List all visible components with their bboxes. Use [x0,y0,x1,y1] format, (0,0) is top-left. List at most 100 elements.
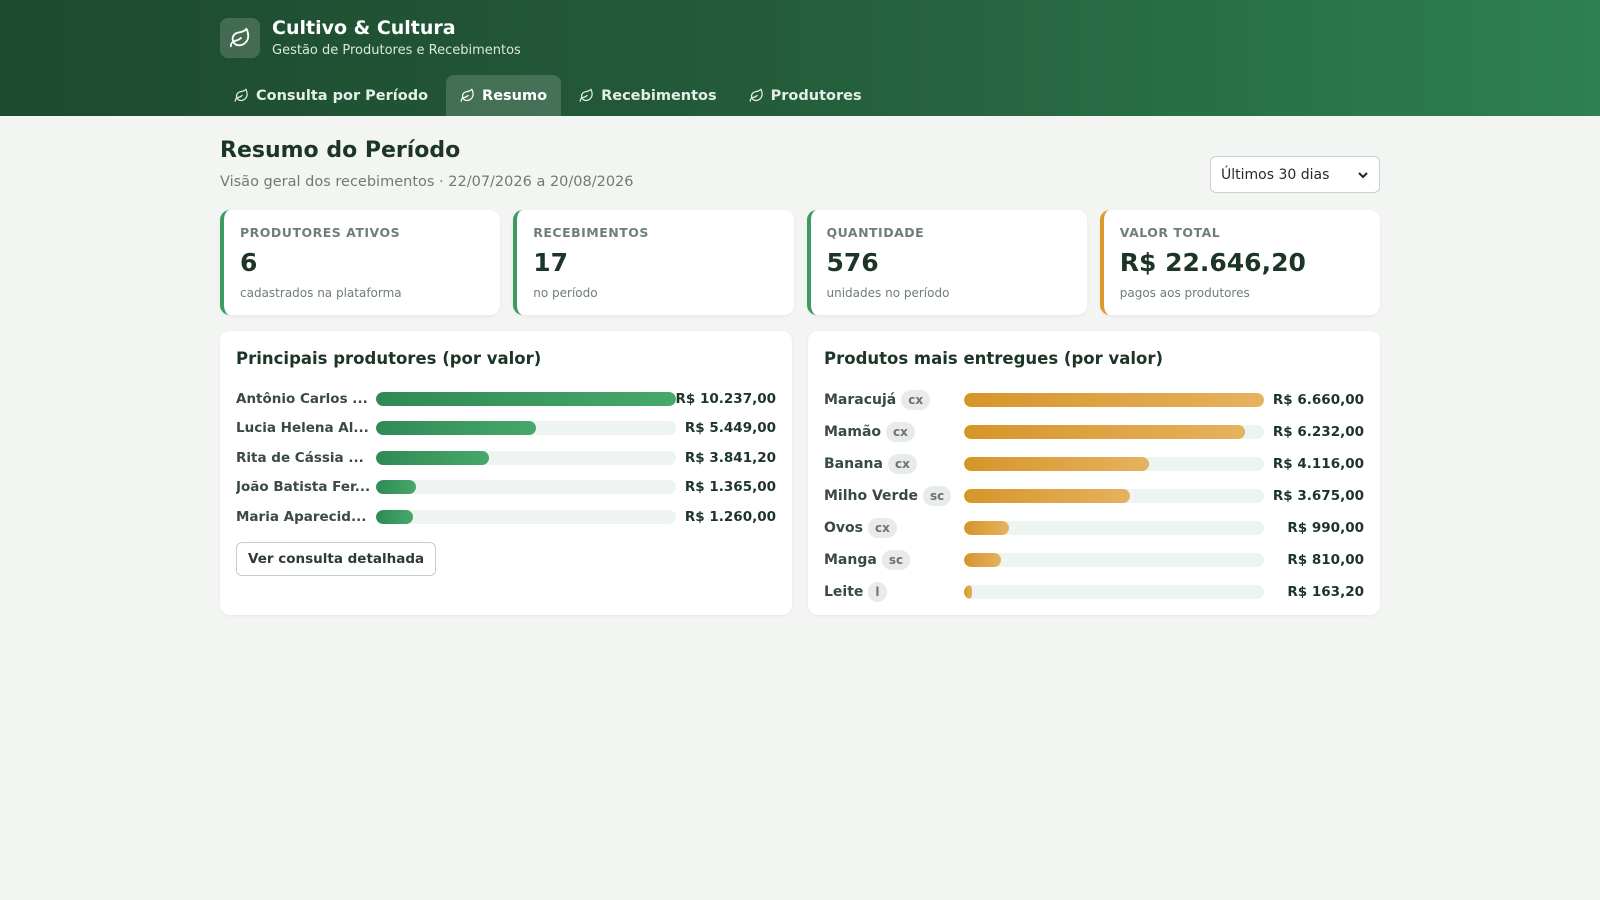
unit-badge: cx [887,454,917,474]
product-value: R$ 810,00 [1287,552,1364,568]
stat-note: no período [533,286,598,300]
product-value: R$ 990,00 [1287,520,1364,536]
producer-bar [376,450,489,465]
product-bar-track [964,553,1264,567]
leaf-icon [579,88,601,103]
producer-bar [375,391,676,406]
main-nav: Consulta por Período Resumo Recebimentos Pr… [220,75,880,116]
producer-name: Rita de Cássia ... [236,449,364,466]
chevron-down-icon [1358,171,1368,178]
product-bar-track [964,585,1264,599]
leaf-icon [460,88,482,103]
nav-tab-consulta-por-per-odo[interactable]: Consulta por Período [220,75,442,116]
brand: Cultivo & Cultura Gestão de Produtores e… [220,17,521,58]
nav-tab-label: Produtores [770,87,862,104]
stat-value: R$ 22.646,20 [1119,248,1306,277]
stat-card: QUANTIDADE 576 unidades no período [806,210,1087,315]
stat-card: RECEBIMENTOS 17 no período [513,210,794,315]
nav-tab-produtores[interactable]: Produtores [735,75,876,116]
product-bar-track [964,393,1264,407]
producer-value: R$ 5.449,00 [684,420,776,437]
producer-bar-track [376,480,676,495]
product-name: Mamão [824,424,882,440]
product-value: R$ 6.232,00 [1272,424,1364,440]
product-row: Maracujá cx R$ 6.660,00 [824,384,1364,416]
unit-badge: cx [867,518,897,538]
producer-row: Maria Aparecid... R$ 1.260,00 [236,502,776,532]
nav-tab-label: Consulta por Período [256,87,429,104]
stat-note: cadastrados na plataforma [240,286,402,300]
product-name: Milho Verde [824,488,918,504]
main-content: Resumo do Período Visão geral dos recebi… [220,116,1380,615]
leaf-icon [749,88,771,103]
product-name: Ovos [824,520,863,536]
producer-bar-track [376,450,676,465]
producer-value: R$ 1.260,00 [684,508,776,525]
product-bar-track [964,489,1264,503]
top-products-card: Produtos mais entregues (por valor) Mara… [808,331,1380,615]
product-bar [964,585,972,599]
nav-tab-resumo[interactable]: Resumo [446,75,562,116]
nav-tab-recebimentos[interactable]: Recebimentos [565,75,731,116]
product-row: Mamão cx R$ 6.232,00 [824,416,1364,448]
product-bar [964,393,1264,407]
product-bar [964,489,1130,503]
page-subtitle: Visão geral dos recebimentos · 22/07/202… [220,174,634,190]
product-row: Banana cx R$ 4.116,00 [824,448,1364,480]
producer-value: R$ 10.237,00 [675,390,777,407]
stat-label: RECEBIMENTOS [533,225,649,240]
product-name: Banana [824,456,883,472]
stat-note: unidades no período [826,286,950,300]
producer-row: Lucia Helena Al... R$ 5.449,00 [236,414,776,444]
product-name-cell: Mamão cx [824,422,964,442]
stat-cards: PRODUTORES ATIVOS 6 cadastrados na platafo… [220,210,1380,315]
top-products-title: Produtos mais entregues (por valor) [824,349,1164,368]
product-value: R$ 6.660,00 [1272,392,1364,408]
stat-label: QUANTIDADE [826,225,925,240]
stat-card: VALOR TOTAL R$ 22.646,20 pagos aos produto… [1099,210,1380,315]
product-bar [964,457,1150,471]
stat-label: PRODUTORES ATIVOS [240,225,401,240]
period-select-value: Últimos 30 dias [1221,166,1330,183]
producer-bar [376,509,413,524]
product-name: Manga [824,552,877,568]
producer-name: Maria Aparecid... [236,508,367,525]
product-bar [964,521,1009,535]
producer-bar [376,421,536,436]
product-name-cell: Banana cx [824,454,964,474]
product-name-cell: Ovos cx [824,518,964,538]
stat-label: VALOR TOTAL [1119,225,1221,240]
product-row: Milho Verde sc R$ 3.675,00 [824,480,1364,512]
unit-badge: sc [881,550,911,570]
stat-value: 17 [533,248,569,277]
producer-bar-track [376,509,676,524]
product-bar-track [964,521,1264,535]
producer-bar-track [376,421,676,436]
producer-value: R$ 3.841,20 [684,449,776,466]
period-select[interactable]: Últimos 30 dias [1210,156,1380,193]
producer-row: Antônio Carlos ... R$ 10.237,00 [236,384,776,414]
nav-tab-label: Recebimentos [601,87,717,104]
product-row: Leite l R$ 163,20 [824,576,1364,608]
page-title: Resumo do Período [220,138,461,163]
product-value: R$ 3.675,00 [1272,488,1364,504]
product-bar-track [964,457,1264,471]
product-name-cell: Milho Verde sc [824,486,964,506]
app-header: Cultivo & Cultura Gestão de Produtores e… [0,0,1600,116]
product-name: Leite [824,584,864,600]
leaf-icon [220,17,260,58]
top-producers-card: Principais produtores (por valor) Antôni… [220,331,792,615]
detailed-query-button[interactable]: Ver consulta detalhada [236,541,437,576]
product-row: Manga sc R$ 810,00 [824,544,1364,576]
app-title: Cultivo & Cultura [272,17,456,39]
product-row: Ovos cx R$ 990,00 [824,512,1364,544]
product-value: R$ 4.116,00 [1272,456,1364,472]
product-value: R$ 163,20 [1287,584,1364,600]
page-head: Resumo do Período Visão geral dos recebi… [220,116,1380,210]
stat-card: PRODUTORES ATIVOS 6 cadastrados na platafo… [220,210,501,315]
product-bar [964,553,1001,567]
producer-name: Lucia Helena Al... [236,420,369,437]
app-subtitle: Gestão de Produtores e Recebimentos [272,43,521,58]
producer-bar [376,480,416,495]
producer-value: R$ 1.365,00 [684,479,776,496]
